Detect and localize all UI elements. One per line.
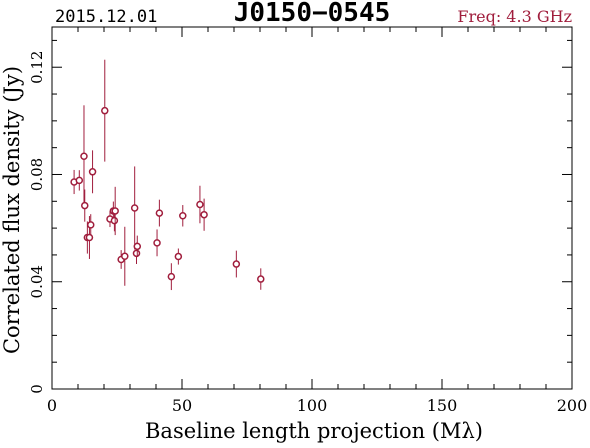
point-marker	[132, 249, 141, 258]
data-point	[200, 198, 208, 231]
data-point	[257, 268, 265, 290]
header-frequency: Freq: 4.3 GHz	[457, 7, 572, 26]
x-tick-label: 150	[427, 396, 458, 415]
point-marker	[121, 252, 129, 261]
data-point	[232, 250, 241, 278]
point-marker	[257, 275, 265, 283]
y-tick-label: 0.04	[28, 265, 46, 298]
x-tick-label: 100	[297, 396, 328, 415]
data-point	[179, 205, 187, 227]
point-marker	[133, 242, 142, 251]
point-marker	[88, 168, 97, 176]
x-tick-label: 0	[47, 396, 57, 415]
data-point	[121, 226, 129, 286]
y-tick-label: 0.08	[28, 158, 46, 191]
point-marker	[200, 210, 208, 219]
data-point	[111, 186, 119, 236]
axes: 0 50 100 150 200 0 0.04 0.08 0.12	[28, 26, 588, 415]
chart-title: J0150−0545	[234, 0, 391, 28]
data-point	[75, 170, 84, 191]
point-marker	[85, 233, 94, 242]
y-tick-label: 0.12	[28, 51, 46, 84]
data-point	[167, 263, 176, 291]
x-tick-label: 200	[557, 396, 588, 415]
data-point	[196, 185, 204, 224]
point-marker	[111, 207, 119, 215]
point-marker	[167, 272, 176, 281]
point-marker	[75, 176, 84, 185]
point-marker	[86, 221, 95, 229]
point-marker	[80, 152, 88, 160]
point-marker	[196, 200, 204, 209]
data-point	[155, 199, 164, 227]
point-marker	[232, 260, 241, 268]
x-axis-label: Baseline length projection (Mλ)	[145, 419, 483, 443]
point-marker	[179, 212, 187, 220]
point-marker	[174, 252, 183, 261]
header-date: 2015.12.01	[55, 7, 157, 27]
data-point	[88, 150, 97, 194]
y-axis-label: Correlated flux density (Jy)	[0, 66, 24, 354]
data-point	[101, 59, 109, 162]
data-point	[174, 248, 183, 265]
data-point	[133, 235, 142, 258]
data-points	[70, 59, 265, 291]
data-point	[80, 105, 88, 208]
point-marker	[155, 209, 164, 217]
data-point	[110, 209, 119, 232]
data-point	[153, 229, 161, 257]
data-point	[130, 166, 139, 250]
y-tick-label: 0	[28, 384, 46, 394]
data-point	[86, 214, 95, 236]
x-tick-label: 50	[172, 396, 192, 415]
point-marker	[130, 204, 139, 212]
data-point	[81, 189, 89, 222]
point-marker	[101, 106, 109, 115]
point-marker	[110, 216, 119, 225]
point-marker	[153, 239, 161, 247]
point-marker	[81, 201, 89, 210]
